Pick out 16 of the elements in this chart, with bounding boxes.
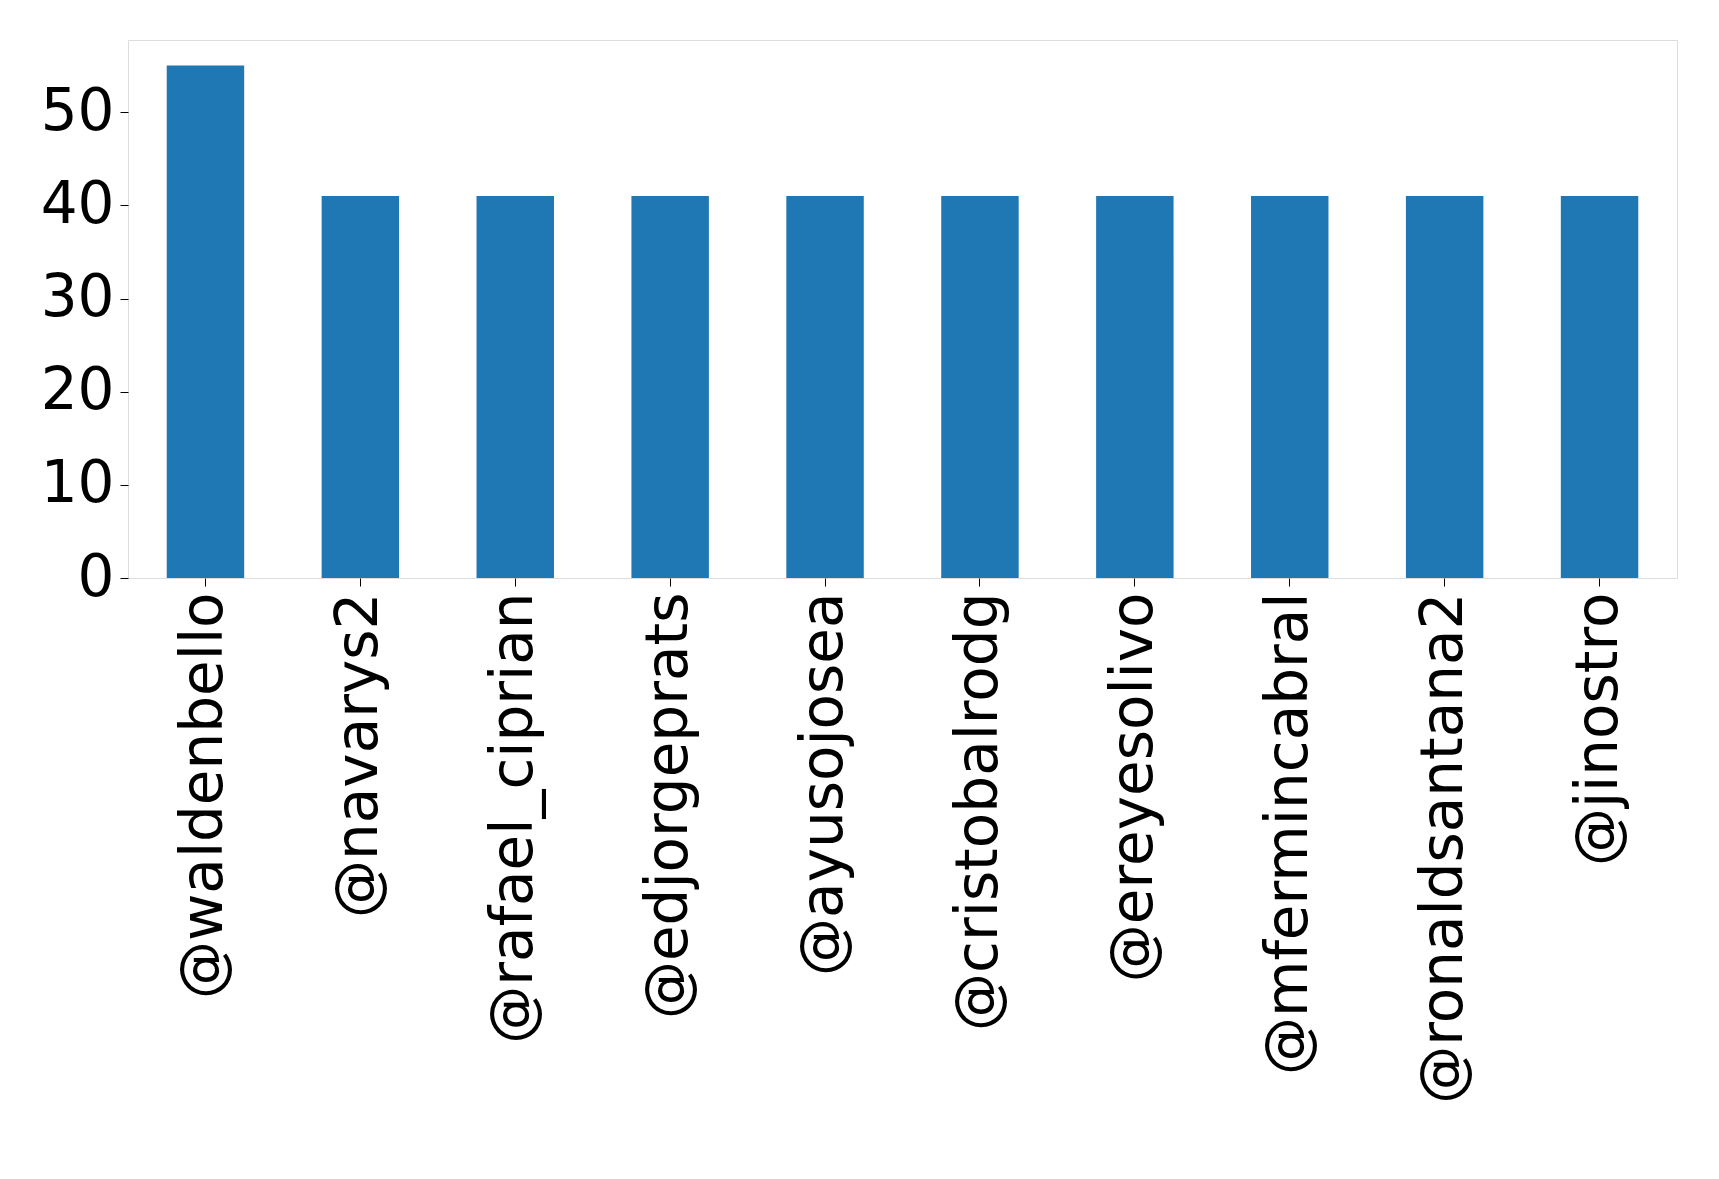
x-tick-label: @rafael_ciprian (478, 592, 547, 1044)
y-tick-label: 50 (40, 75, 115, 144)
x-tick-label: @ayusojosea (788, 592, 857, 976)
y-tick-label: 20 (40, 355, 115, 424)
x-tick-label: @waldenbello (168, 592, 237, 1000)
y-tick-label: 30 (40, 262, 115, 331)
x-tick-label: @cristobalrodg (942, 592, 1011, 1031)
x-tick-label: @ereyesolivo (1097, 592, 1166, 983)
y-tick-label: 0 (77, 541, 115, 610)
x-tick-label: @ronaldsantana2 (1407, 592, 1476, 1104)
x-tick-label: @jinostro (1562, 592, 1631, 866)
x-tick-label: @mfermincabral (1252, 592, 1321, 1076)
x-tick-label: @edjorgeprats (633, 592, 702, 1020)
y-tick-label: 40 (40, 168, 115, 237)
y-tick-label: 10 (40, 448, 115, 517)
x-tick-label: @navarys2 (323, 592, 392, 918)
